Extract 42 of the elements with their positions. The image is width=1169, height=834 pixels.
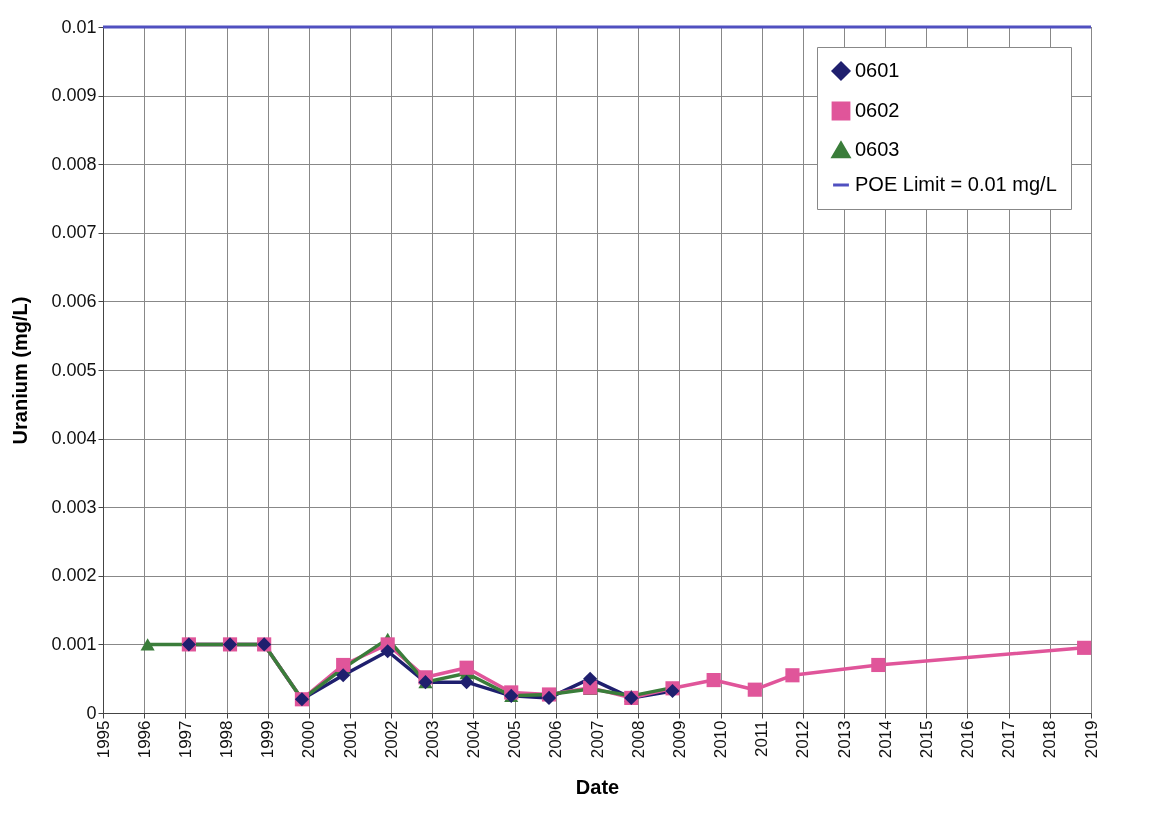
y-tick-label: 0.002 — [51, 565, 97, 586]
y-tick-label: 0.008 — [51, 153, 97, 174]
x-tick-label: 2018 — [1040, 720, 1060, 759]
y-tick-label: 0.009 — [51, 85, 97, 106]
y-tick-label: 0.007 — [51, 222, 97, 243]
legend-label: 0602 — [855, 99, 900, 121]
legend-label: 0601 — [855, 59, 900, 81]
x-tick-label: 1995 — [93, 720, 113, 759]
y-tick-label: 0 — [86, 702, 97, 723]
x-tick-label: 2008 — [628, 720, 648, 759]
x-tick-label: 2006 — [546, 720, 566, 759]
y-tick-label: 0.005 — [51, 359, 97, 380]
x-tick-label: 2004 — [463, 720, 483, 759]
x-tick-label: 2017 — [999, 720, 1019, 759]
y-tick-label: 0.003 — [51, 496, 97, 517]
y-tick-label: 0.01 — [61, 16, 97, 37]
x-tick-label: 2013 — [834, 720, 854, 759]
x-tick-label: 2010 — [711, 720, 731, 759]
x-tick-label: 2007 — [587, 720, 607, 759]
x-tick-label: 2005 — [505, 720, 525, 759]
x-tick-label: 2002 — [381, 720, 401, 759]
x-tick-label: 1999 — [258, 720, 278, 759]
legend-label: POE Limit = 0.01 mg/L — [855, 173, 1057, 195]
y-tick-label: 0.004 — [51, 428, 97, 449]
x-tick-label: 1996 — [134, 720, 154, 759]
x-tick-label: 2014 — [875, 720, 895, 759]
y-tick-label: 0.006 — [51, 290, 97, 311]
x-tick-label: 2012 — [793, 720, 813, 759]
x-tick-label: 2001 — [340, 720, 360, 759]
x-tick-label: 1997 — [175, 720, 195, 759]
x-tick-label: 2011 — [752, 720, 772, 758]
x-tick-label: 2019 — [1081, 720, 1101, 759]
y-tick-label: 0.001 — [51, 633, 97, 654]
x-tick-label: 2000 — [299, 720, 319, 759]
x-tick-label: 1998 — [217, 720, 237, 759]
x-axis-title: Date — [575, 776, 620, 799]
legend-label: 0603 — [855, 138, 900, 160]
x-tick-label: 2016 — [957, 720, 977, 759]
y-axis-title: Uranium (mg/L) — [9, 296, 32, 445]
x-tick-label: 2015 — [916, 720, 936, 759]
x-tick-label: 2003 — [422, 720, 442, 759]
x-tick-label: 2009 — [669, 720, 689, 759]
